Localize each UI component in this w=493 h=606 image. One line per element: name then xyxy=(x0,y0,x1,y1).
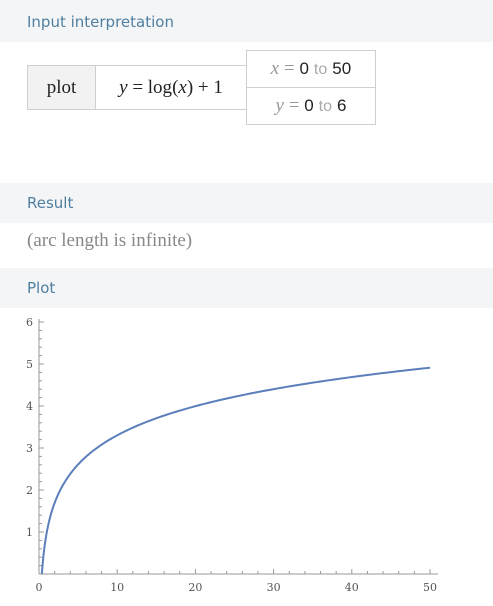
x-range-expression: x = 0 to 50 xyxy=(271,58,351,80)
x-tick-label: 30 xyxy=(267,581,281,594)
plot-header: Plot xyxy=(0,268,493,308)
x-tick-label: 20 xyxy=(188,581,202,594)
y-range-cell: y = 0 to 6 xyxy=(246,87,376,125)
x-tick-label: 0 xyxy=(36,581,43,594)
result-title: Result xyxy=(27,194,73,212)
plot-chart: 0 10 20 30 40 50 1 2 3 4 5 6 xyxy=(0,308,493,606)
x-tick-label: 10 xyxy=(110,581,124,594)
input-interpretation-title: Input interpretation xyxy=(27,13,174,31)
function-cell: y = log(x) + 1 xyxy=(95,65,247,110)
y-tick-label: 4 xyxy=(26,400,33,413)
y-range-expression: y = 0 to 6 xyxy=(276,95,347,117)
y-tick-label: 6 xyxy=(26,316,33,329)
series-line xyxy=(42,368,430,574)
command-cell: plot xyxy=(27,65,96,110)
x-tick-label: 40 xyxy=(345,581,359,594)
command-label: plot xyxy=(47,77,77,99)
y-tick-label: 2 xyxy=(26,484,33,497)
x-range-cell: x = 0 to 50 xyxy=(246,50,376,88)
function-expression: y = log(x) + 1 xyxy=(119,77,223,99)
plot-curve-group xyxy=(42,368,430,574)
input-interpretation-header: Input interpretation xyxy=(0,0,493,42)
result-header: Result xyxy=(0,183,493,223)
x-tick-label: 50 xyxy=(423,581,437,594)
result-text: (arc length is infinite) xyxy=(27,230,192,252)
plot-title: Plot xyxy=(27,279,55,297)
y-tick-label: 3 xyxy=(26,442,33,455)
y-tick-label: 1 xyxy=(26,526,33,539)
y-tick-label: 5 xyxy=(26,358,33,371)
